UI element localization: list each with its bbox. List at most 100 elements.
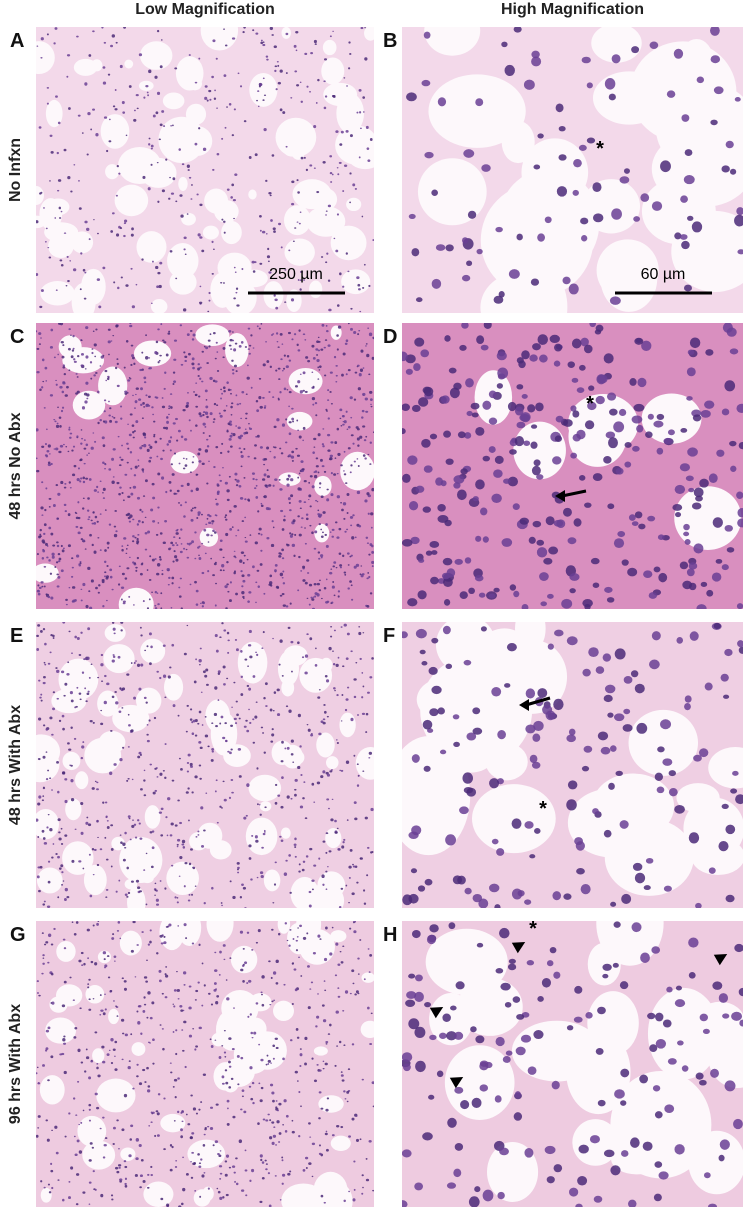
nucleus (159, 880, 162, 882)
nucleus (278, 479, 281, 481)
airspace (417, 158, 487, 226)
nucleus (516, 421, 526, 429)
nucleus (278, 1102, 282, 1106)
nucleus (552, 456, 562, 465)
nucleus (168, 576, 171, 579)
nucleus (53, 927, 56, 931)
nucleus (197, 233, 201, 237)
nucleus (325, 870, 328, 873)
nucleus (352, 982, 355, 985)
nucleus (300, 1105, 302, 1108)
nucleus (607, 503, 615, 510)
nucleus (680, 195, 688, 203)
nucleus (316, 191, 320, 194)
nucleus (136, 663, 141, 667)
nucleus (693, 543, 704, 554)
nucleus (123, 366, 126, 369)
nucleus (81, 132, 84, 134)
nucleus (294, 855, 297, 858)
nucleus (315, 465, 319, 468)
nucleus (218, 1056, 222, 1060)
nucleus (553, 360, 561, 367)
nucleus (351, 969, 355, 973)
nucleus (290, 739, 294, 743)
nucleus (166, 420, 169, 424)
nucleus (222, 386, 226, 390)
nucleus (56, 544, 60, 548)
nucleus (209, 1038, 212, 1041)
nucleus (576, 387, 585, 393)
nucleus (672, 504, 683, 511)
nucleus (361, 573, 365, 576)
nucleus (282, 111, 286, 115)
nucleus (148, 459, 152, 463)
nucleus (124, 1177, 128, 1180)
nucleus (70, 575, 74, 578)
nucleus (240, 1056, 244, 1060)
nucleus (184, 359, 187, 363)
nucleus (360, 565, 363, 567)
nucleus (200, 806, 204, 810)
nucleus (446, 1182, 457, 1189)
nucleus (156, 91, 161, 95)
nucleus (507, 401, 517, 412)
nucleus (453, 1168, 462, 1178)
nucleus (372, 431, 374, 434)
nucleus (321, 323, 325, 327)
nucleus (224, 1173, 228, 1177)
nucleus (277, 64, 280, 67)
nucleus (198, 460, 202, 463)
nucleus (299, 507, 302, 510)
nucleus (245, 393, 248, 395)
nucleus (203, 528, 207, 532)
nucleus (222, 556, 225, 559)
nucleus (192, 866, 194, 869)
nucleus (273, 691, 277, 694)
nucleus (138, 398, 142, 401)
nucleus (177, 998, 180, 1000)
nucleus (243, 120, 247, 123)
nucleus (216, 483, 219, 486)
nucleus (111, 588, 114, 591)
nucleus (89, 361, 93, 364)
nucleus (194, 999, 197, 1001)
nucleus (735, 794, 743, 805)
nucleus (357, 333, 360, 336)
nucleus (309, 90, 311, 93)
nucleus (244, 961, 248, 965)
nucleus (724, 648, 733, 657)
nucleus (345, 339, 349, 343)
nucleus (345, 760, 350, 764)
nucleus (307, 498, 310, 501)
nucleus (276, 688, 280, 692)
nucleus (272, 446, 275, 448)
nucleus (100, 663, 104, 667)
nucleus (70, 355, 74, 359)
nucleus (460, 1100, 470, 1110)
nucleus (175, 277, 178, 280)
nucleus (160, 942, 164, 945)
nucleus (332, 565, 336, 568)
nucleus (265, 1163, 268, 1165)
nucleus (285, 605, 289, 608)
nucleus (83, 297, 87, 300)
nucleus (116, 384, 120, 388)
nucleus (346, 493, 350, 496)
nucleus (509, 449, 517, 455)
nucleus (140, 387, 143, 391)
nucleus (332, 95, 335, 98)
nucleus (78, 860, 82, 863)
nucleus (603, 456, 612, 464)
nucleus (316, 1064, 319, 1066)
nucleus (258, 527, 262, 531)
nucleus (155, 533, 159, 536)
nucleus (81, 406, 86, 410)
nucleus (56, 669, 60, 673)
nucleus (501, 538, 513, 547)
nucleus (252, 1101, 255, 1105)
nucleus (338, 552, 342, 555)
nucleus (180, 214, 184, 218)
nucleus (55, 95, 58, 98)
nucleus (239, 497, 244, 500)
nucleus (589, 323, 596, 328)
